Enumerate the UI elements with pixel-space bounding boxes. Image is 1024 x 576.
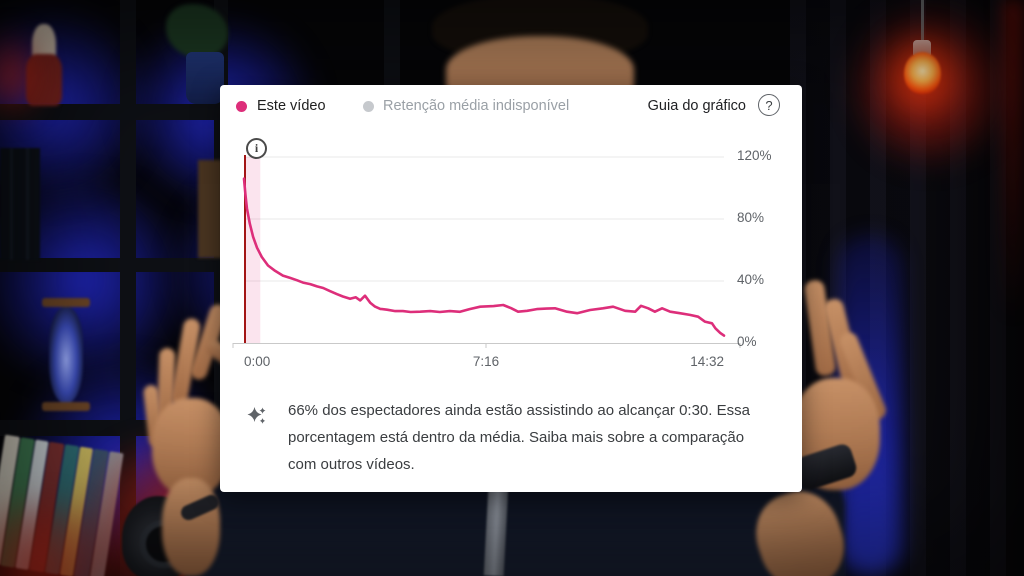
retention-analytics-card: Este vídeo Retenção média indisponível G… (220, 85, 802, 492)
shelf-box (198, 160, 222, 258)
legend-this-video[interactable]: Este vídeo (257, 98, 326, 114)
y-tick-0: 0% (737, 334, 757, 349)
chart-guide-link[interactable]: Guia do gráfico (647, 98, 746, 114)
y-tick-80: 80% (737, 210, 765, 225)
hourglass (42, 298, 90, 412)
average-retention-dot-icon (363, 101, 374, 112)
legend-average-retention: Retenção média indisponível (383, 98, 570, 114)
this-video-dot-icon (236, 101, 247, 112)
x-tick-end: 14:32 (690, 354, 724, 369)
y-tick-40: 40% (737, 272, 765, 287)
red-lamp-icon (904, 52, 941, 94)
x-tick-middle: 7:16 (472, 354, 500, 369)
books-dark (0, 148, 40, 260)
insight-text: 66% dos espectadores ainda estão assisti… (288, 402, 750, 473)
red-edge-glow (1002, 0, 1024, 320)
lamp-cord (921, 0, 924, 46)
help-icon[interactable]: ? (758, 94, 780, 116)
sparkle-icon (247, 407, 266, 424)
plant-pot (186, 52, 224, 104)
y-tick-120: 120% (737, 148, 772, 163)
info-icon[interactable]: i (246, 138, 267, 159)
retention-chart[interactable] (220, 85, 802, 385)
plant (166, 4, 228, 58)
x-tick-start: 0:00 (244, 354, 271, 369)
